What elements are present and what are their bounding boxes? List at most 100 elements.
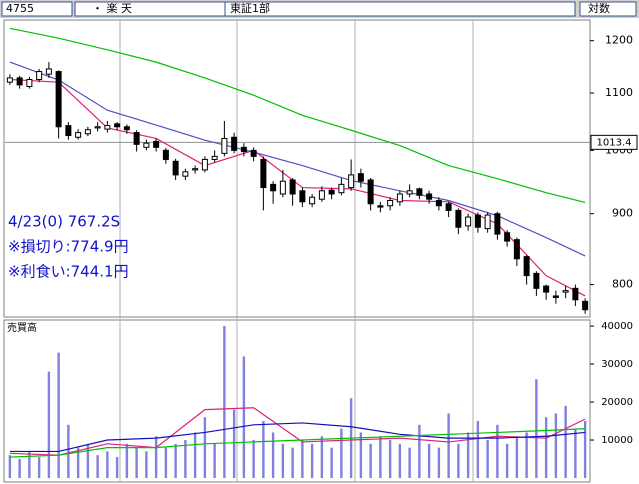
candle-body [172, 160, 179, 176]
volume-bar [535, 379, 538, 478]
code: 4755 [6, 2, 34, 15]
volume-bar [76, 447, 80, 478]
volume-bar [564, 405, 567, 478]
candle-body [16, 77, 23, 86]
volume-bar [427, 443, 431, 478]
volume-bar [340, 428, 343, 478]
volume-bar [145, 451, 148, 478]
volume-bar [232, 409, 236, 478]
candle-body [426, 193, 433, 200]
candle-body [289, 179, 296, 195]
candle-body [153, 140, 160, 148]
candle-body [523, 256, 530, 277]
volume-bar [583, 421, 587, 478]
volume-bar [125, 443, 129, 478]
candle-body [162, 149, 169, 160]
annotation: 4/23(0) 767.2S [8, 213, 120, 231]
candle-body [484, 214, 491, 230]
moving-average [9, 422, 586, 453]
candle-body [572, 287, 579, 301]
candle-body [240, 146, 247, 153]
volume-bar [262, 421, 265, 478]
moving-average [9, 407, 586, 456]
candle-body [192, 168, 199, 171]
volume-bar [554, 413, 558, 478]
volume-bar [408, 447, 411, 478]
volume-bar [67, 424, 70, 478]
market-box [224, 1, 576, 17]
candle-body [221, 137, 228, 154]
code-box [1, 1, 73, 17]
candle-body [533, 272, 540, 289]
candle-body [55, 71, 62, 128]
volume-bar [193, 432, 197, 478]
y-tick-label: 10000 [601, 435, 633, 446]
candle-body [396, 193, 403, 203]
volume-pane [3, 319, 591, 483]
candle-body [65, 125, 72, 136]
candle-body [318, 190, 325, 200]
volume-bar [203, 417, 207, 478]
y-tick-label: 20000 [601, 397, 633, 408]
candle-body [474, 214, 481, 228]
candle-body [435, 200, 442, 207]
candle-body [123, 126, 130, 131]
candle-body [513, 239, 520, 260]
cursor-label: 1013.4 [597, 137, 632, 148]
candle-body [6, 77, 13, 83]
volume-bar [447, 413, 450, 478]
volume-bar [310, 443, 314, 478]
volume-bar [135, 447, 138, 478]
volume-bar [466, 432, 470, 478]
candle-body [133, 132, 140, 145]
volume-bar [106, 451, 109, 478]
candle-body [211, 155, 218, 160]
volume-bar [515, 436, 519, 478]
candle-body [279, 180, 286, 195]
candle-body [543, 285, 550, 293]
candle-body [416, 188, 423, 196]
moving-average [9, 428, 586, 458]
volume-bar [174, 443, 177, 478]
candle-body [299, 190, 306, 203]
y-tick-label: 800 [612, 278, 633, 291]
y-tick-label: 40000 [601, 321, 633, 332]
volume-bar [252, 440, 255, 478]
candle-body [552, 295, 559, 298]
volume-bar [96, 455, 99, 478]
volume-bar [8, 455, 12, 478]
candle-body [494, 213, 501, 235]
volume-bar [437, 447, 441, 478]
candle-body [84, 129, 91, 135]
volume-bar [457, 443, 460, 478]
volume-bar [115, 457, 119, 478]
y-tick-label: 30000 [601, 359, 633, 370]
volume-bar [223, 326, 226, 478]
volume-bar [525, 432, 528, 478]
candle-body [504, 232, 511, 242]
market: 東証1部 [230, 1, 270, 15]
candle-body [377, 205, 384, 208]
candle-body [104, 125, 111, 130]
price-pane [3, 19, 591, 318]
candle-body [455, 209, 462, 228]
volume-bar [271, 432, 275, 478]
candle-body [114, 123, 121, 128]
candle-body [94, 126, 101, 129]
y-tick-label: 1100 [605, 86, 633, 99]
volume-bar [505, 443, 509, 478]
volume-bar [184, 440, 187, 478]
volume-bar [301, 440, 304, 478]
name: ・ 楽 天 [92, 2, 132, 15]
volume-bar [330, 447, 333, 478]
candle-body [26, 79, 33, 87]
candle-body [143, 142, 150, 148]
candle-body [387, 200, 394, 207]
volume-bar [154, 436, 158, 478]
volume-bar [291, 447, 294, 478]
volume-bar [476, 421, 480, 478]
candle-body [367, 179, 374, 205]
volume-bar [544, 417, 548, 478]
volume-bar [418, 424, 421, 478]
